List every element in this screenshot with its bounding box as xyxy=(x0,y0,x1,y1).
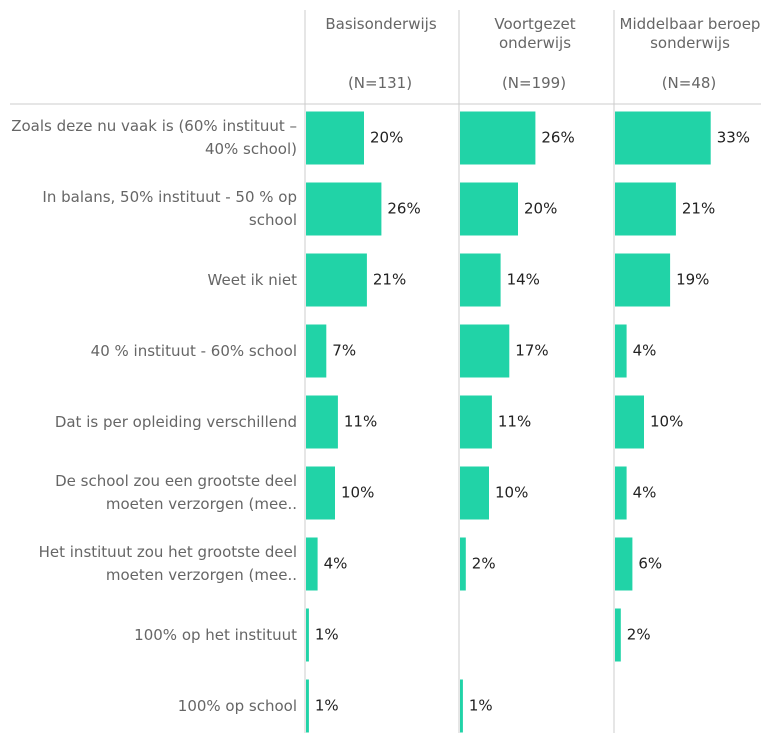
bar xyxy=(306,395,338,449)
bar xyxy=(306,182,382,236)
value-label: 2% xyxy=(472,555,496,573)
value-label: 33% xyxy=(717,129,750,147)
panel-title: Basisonderwijs xyxy=(325,15,437,33)
value-label: 1% xyxy=(469,697,493,715)
category-label: Zoals deze nu vaak is (60% instituut – 4… xyxy=(11,117,297,158)
value-label: 21% xyxy=(682,200,715,218)
category-label: Het instituut zou het grootste deel moet… xyxy=(38,543,297,584)
bar xyxy=(615,608,621,662)
bar xyxy=(306,324,327,378)
bar xyxy=(615,111,711,165)
value-label: 1% xyxy=(315,626,339,644)
bar xyxy=(615,466,627,520)
bar xyxy=(460,253,501,307)
panel-title: Middelbaar beroepsonderwijs xyxy=(619,15,761,52)
value-label: 4% xyxy=(324,555,348,573)
category-label: 100% op het instituut xyxy=(134,625,297,644)
bar xyxy=(615,324,627,378)
panel-n-label: (N=131) xyxy=(347,74,413,92)
bar xyxy=(460,466,489,520)
category-label: 40 % instituut - 60% school xyxy=(90,341,297,360)
value-label: 10% xyxy=(650,413,683,431)
bar xyxy=(615,182,676,236)
value-label: 20% xyxy=(370,129,403,147)
bar xyxy=(306,608,309,662)
bar xyxy=(460,395,492,449)
value-label: 10% xyxy=(495,484,528,502)
bar xyxy=(460,537,466,591)
value-label: 4% xyxy=(633,342,657,360)
bar xyxy=(306,111,364,165)
bar xyxy=(460,111,536,165)
panel-n-label: (N=199) xyxy=(501,74,567,92)
value-label: 11% xyxy=(498,413,531,431)
value-label: 17% xyxy=(515,342,548,360)
panel-n-label: (N=48) xyxy=(661,74,717,92)
value-label: 26% xyxy=(387,200,420,218)
value-label: 14% xyxy=(507,271,540,289)
value-label: 7% xyxy=(332,342,356,360)
bar xyxy=(460,679,463,733)
value-label: 11% xyxy=(344,413,377,431)
value-label: 2% xyxy=(627,626,651,644)
bar xyxy=(306,679,309,733)
panel-title: Voortgezet onderwijs xyxy=(494,15,576,52)
category-label: Weet ik niet xyxy=(207,270,297,289)
bar xyxy=(460,324,510,378)
value-label: 20% xyxy=(524,200,557,218)
bar xyxy=(306,537,318,591)
category-label: 100% op school xyxy=(177,696,297,715)
value-label: 6% xyxy=(638,555,662,573)
bar xyxy=(460,182,518,236)
value-label: 26% xyxy=(541,129,574,147)
category-label: In balans, 50% instituut - 50 % op schoo… xyxy=(42,188,297,229)
value-label: 10% xyxy=(341,484,374,502)
value-label: 1% xyxy=(315,697,339,715)
category-label: Dat is per opleiding verschillend xyxy=(54,412,297,431)
bar xyxy=(306,466,335,520)
bar xyxy=(615,537,633,591)
bar xyxy=(306,253,367,307)
value-label: 4% xyxy=(633,484,657,502)
bar xyxy=(615,395,644,449)
value-label: 19% xyxy=(676,271,709,289)
category-label: De school zou een grootste deel moeten v… xyxy=(55,472,297,513)
value-label: 21% xyxy=(373,271,406,289)
bar xyxy=(615,253,671,307)
